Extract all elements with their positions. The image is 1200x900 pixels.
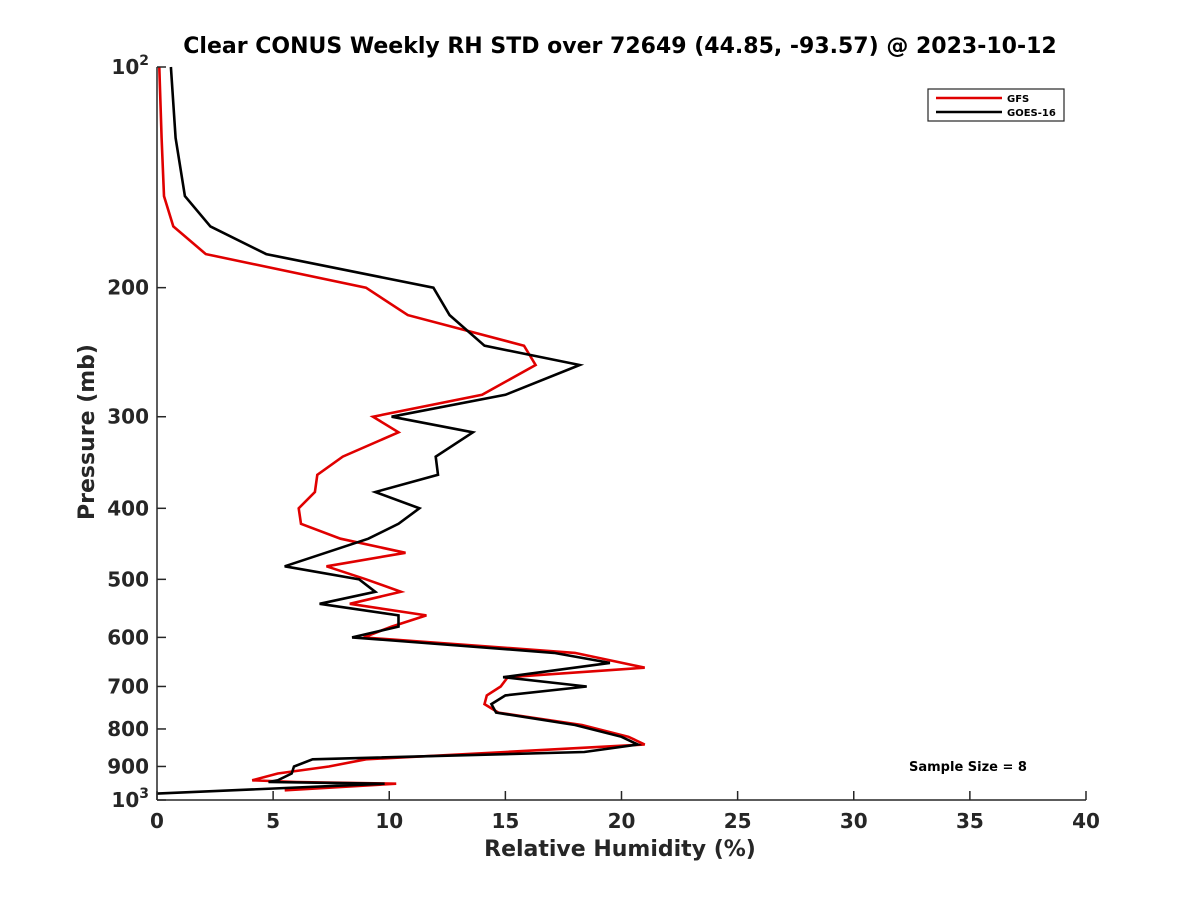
x-tick-label: 35	[956, 809, 984, 833]
legend: GFS GOES-16	[927, 88, 1065, 122]
sample-size-annotation: Sample Size = 8	[909, 760, 1027, 775]
axes: 0 5 10 15 20 25 30 35 40 102 200 300 400 500 600 700 800…	[107, 53, 1100, 833]
x-tick-label: 15	[491, 809, 519, 833]
x-tick-label: 40	[1072, 809, 1100, 833]
x-axis-label: Relative Humidity (%)	[484, 837, 756, 862]
plot-series	[156, 66, 646, 795]
chart-title: Clear CONUS Weekly RH STD over 72649 (44…	[183, 34, 1056, 59]
x-tick-label: 0	[150, 809, 164, 833]
legend-label: GFS	[1007, 94, 1029, 105]
y-tick-label: 300	[107, 405, 149, 429]
x-tick-label: 5	[266, 809, 280, 833]
y-tick-label: 200	[107, 276, 149, 300]
y-tick-label: 500	[107, 567, 149, 591]
y-tick-label: 103	[111, 786, 149, 812]
legend-box	[927, 88, 1065, 122]
x-tick-label: 25	[724, 809, 752, 833]
series-line-goes-16	[156, 66, 643, 795]
x-tick-label: 20	[608, 809, 636, 833]
y-tick-label: 800	[107, 717, 149, 741]
series-line-gfs	[158, 66, 646, 792]
legend-label: GOES-16	[1007, 108, 1056, 119]
y-tick-label: 600	[107, 625, 149, 649]
x-tick-label: 30	[840, 809, 868, 833]
y-tick-label: 700	[107, 674, 149, 698]
y-axis-label: Pressure (mb)	[75, 344, 100, 520]
y-tick-label: 400	[107, 496, 149, 520]
x-tick-label: 10	[375, 809, 403, 833]
y-tick-label: 102	[111, 53, 149, 79]
y-tick-label: 900	[107, 754, 149, 778]
